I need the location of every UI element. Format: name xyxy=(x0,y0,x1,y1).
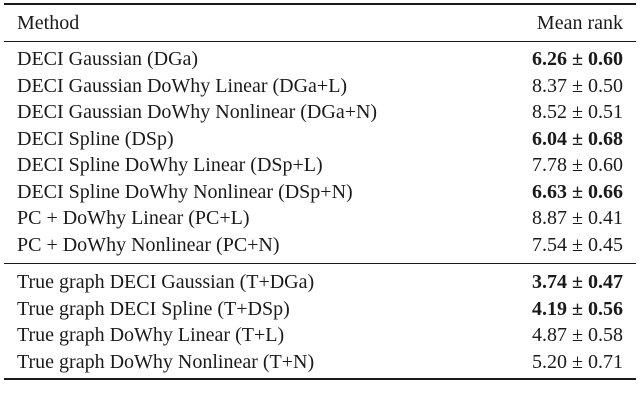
table-row: DECI Gaussian DoWhy Nonlinear (DGa+N) 8.5… xyxy=(4,99,636,126)
method-cell: True graph DECI Spline (T+DSp) xyxy=(17,297,290,320)
group-separator-rule xyxy=(4,263,636,264)
results-table: Method Mean rank DECI Gaussian (DGa) 6.26… xyxy=(4,3,636,380)
mean-rank-cell: 5.20 ± 0.71 xyxy=(532,350,623,373)
top-rule xyxy=(4,3,636,5)
method-cell: PC + DoWhy Linear (PC+L) xyxy=(17,207,250,230)
table-row: PC + DoWhy Linear (PC+L) 8.87 ± 0.41 xyxy=(4,205,636,232)
true-graph-methods-group: True graph DECI Gaussian (T+DGa) 3.74 ± 0… xyxy=(4,269,636,375)
mean-rank-cell: 4.87 ± 0.58 xyxy=(532,324,623,347)
table-row: DECI Spline (DSp) 6.04 ± 0.68 xyxy=(4,126,636,153)
bottom-rule xyxy=(4,378,636,380)
method-cell: True graph DoWhy Linear (T+L) xyxy=(17,324,285,347)
table-row: DECI Gaussian (DGa) 6.26 ± 0.60 xyxy=(4,46,636,73)
mean-rank-cell: 3.74 ± 0.47 xyxy=(532,271,623,294)
method-cell: DECI Spline DoWhy Nonlinear (DSp+N) xyxy=(17,180,353,203)
method-cell: True graph DoWhy Nonlinear (T+N) xyxy=(17,350,315,373)
mean-rank-cell: 7.54 ± 0.45 xyxy=(532,233,623,256)
table-row: True graph DECI Gaussian (T+DGa) 3.74 ± 0… xyxy=(4,269,636,296)
table-row: PC + DoWhy Nonlinear (PC+N) 7.54 ± 0.45 xyxy=(4,232,636,259)
mean-rank-cell: 8.52 ± 0.51 xyxy=(532,101,623,124)
method-cell: True graph DECI Gaussian (T+DGa) xyxy=(17,271,315,294)
table-header: Method Mean rank xyxy=(4,5,636,41)
mean-rank-cell: 6.04 ± 0.68 xyxy=(532,127,623,150)
mean-rank-cell: 8.87 ± 0.41 xyxy=(532,207,623,230)
mean-rank-column-header: Mean rank xyxy=(536,12,623,34)
mean-rank-cell: 7.78 ± 0.60 xyxy=(532,154,623,177)
table-row: DECI Gaussian DoWhy Linear (DGa+L) 8.37 ±… xyxy=(4,73,636,100)
mean-rank-cell: 6.26 ± 0.60 xyxy=(532,48,623,71)
table-row: True graph DoWhy Nonlinear (T+N) 5.20 ± 0… xyxy=(4,349,636,376)
method-cell: PC + DoWhy Nonlinear (PC+N) xyxy=(17,233,280,256)
method-cell: DECI Gaussian DoWhy Linear (DGa+L) xyxy=(17,74,348,97)
mean-rank-cell: 6.63 ± 0.66 xyxy=(532,180,623,203)
table-row: True graph DoWhy Linear (T+L) 4.87 ± 0.58 xyxy=(4,322,636,349)
method-cell: DECI Gaussian (DGa) xyxy=(17,48,199,71)
mean-rank-cell: 8.37 ± 0.50 xyxy=(532,74,623,97)
method-cell: DECI Gaussian DoWhy Nonlinear (DGa+N) xyxy=(17,101,378,124)
header-rule xyxy=(4,41,636,42)
table-row: True graph DECI Spline (T+DSp) 4.19 ± 0.5… xyxy=(4,296,636,323)
table-row: DECI Spline DoWhy Linear (DSp+L) 7.78 ± 0… xyxy=(4,152,636,179)
mean-rank-cell: 4.19 ± 0.56 xyxy=(532,297,623,320)
method-cell: DECI Spline (DSp) xyxy=(17,127,174,150)
baseline-methods-group: DECI Gaussian (DGa) 6.26 ± 0.60 DECI Gauss… xyxy=(4,46,636,258)
table-row: DECI Spline DoWhy Nonlinear (DSp+N) 6.63 … xyxy=(4,179,636,206)
method-column-header: Method xyxy=(17,12,80,34)
method-cell: DECI Spline DoWhy Linear (DSp+L) xyxy=(17,154,323,177)
